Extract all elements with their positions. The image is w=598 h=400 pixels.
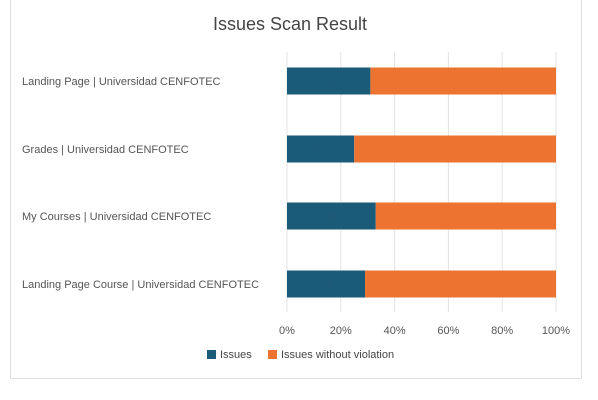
- x-tick-label: 0%: [279, 325, 295, 337]
- bar-issues-without-violation: [370, 67, 556, 95]
- bar-issues: [287, 202, 376, 230]
- x-tick-label: 20%: [330, 325, 352, 337]
- x-tick-label: 100%: [542, 325, 570, 337]
- data-label: 74: [320, 280, 332, 291]
- chart-title: Issues Scan Result: [212, 14, 368, 34]
- bar-issues: [287, 270, 366, 298]
- bar-issues: [287, 135, 355, 163]
- data-label: 84: [326, 212, 338, 223]
- x-tick-label: 60%: [437, 325, 459, 337]
- x-tick-label: 80%: [491, 325, 513, 337]
- legend-label: Issues without violation: [281, 349, 394, 361]
- bar-issues-without-violation: [375, 202, 556, 230]
- x-tick-label: 40%: [384, 325, 406, 337]
- category-label: My Courses | Universidad CENFOTEC: [22, 211, 211, 223]
- legend-label: Issues: [220, 349, 252, 361]
- category-label: Landing Page | Universidad CENFOTEC: [22, 76, 221, 88]
- legend-swatch: [268, 350, 277, 359]
- category-label: Landing Page Course | Universidad CENFOT…: [22, 279, 259, 291]
- category-label: Grades | Universidad CENFOTEC: [22, 144, 189, 156]
- bar-issues: [287, 67, 371, 95]
- bar-issues-without-violation: [365, 270, 556, 298]
- legend-swatch: [207, 350, 216, 359]
- data-label: 61: [315, 145, 327, 156]
- bar-issues-without-violation: [354, 135, 556, 163]
- data-label: 78: [323, 77, 335, 88]
